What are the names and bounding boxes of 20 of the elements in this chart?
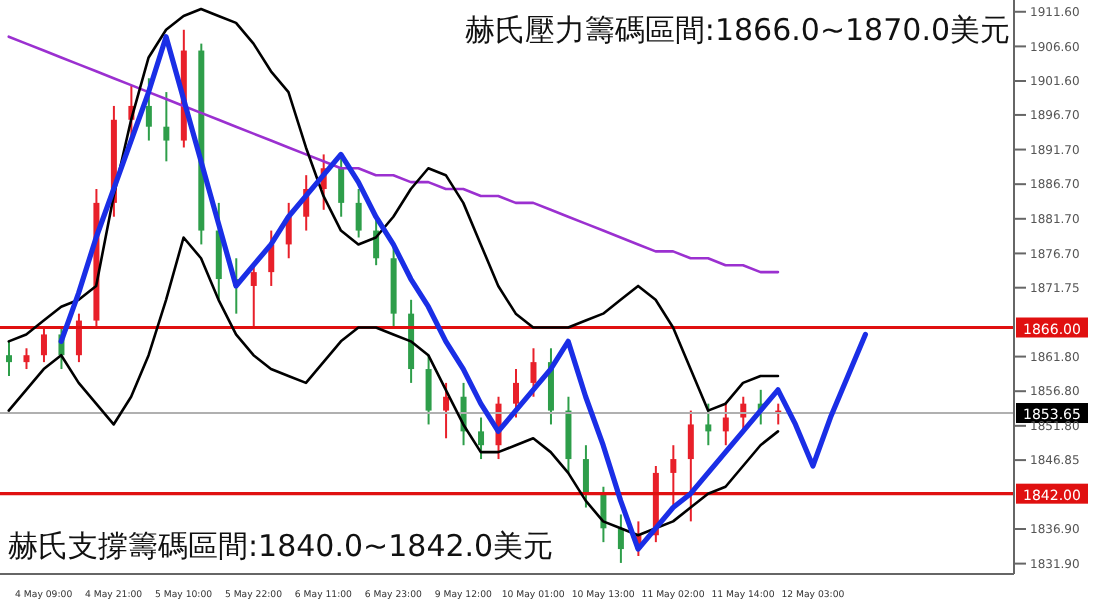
- candlestick: [443, 381, 450, 440]
- candlestick: [705, 402, 712, 447]
- candlestick: [617, 513, 624, 564]
- candlestick: [23, 347, 30, 371]
- candlestick: [338, 153, 345, 218]
- candlestick: [530, 347, 537, 398]
- candlestick: [687, 409, 694, 523]
- candlestick: [670, 444, 677, 509]
- candlestick: [250, 264, 257, 329]
- candlestick: [163, 91, 170, 163]
- candlestick: [513, 368, 519, 419]
- annotation: 赫氏壓力籌碼區間:1866.0~1870.0美元: [464, 12, 1010, 50]
- candlestick: [6, 340, 12, 377]
- candlestick: [40, 326, 47, 364]
- candlestick: [425, 354, 432, 426]
- candlestick: [722, 402, 729, 447]
- candlestick: [478, 416, 485, 461]
- annotation: 赫氏支撐籌碼區間:1840.0~1842.0美元: [8, 528, 554, 566]
- candlestick: [582, 444, 589, 509]
- candlestick: [355, 188, 362, 239]
